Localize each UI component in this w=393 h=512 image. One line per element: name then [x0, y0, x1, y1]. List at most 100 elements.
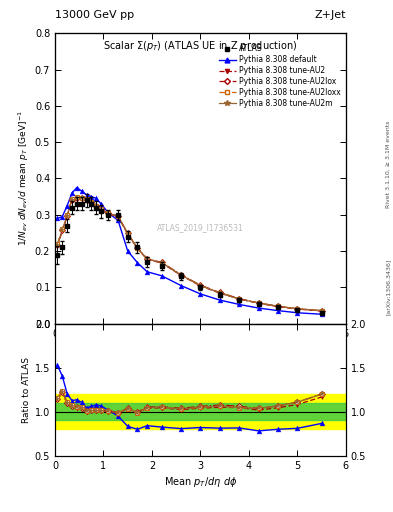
Pythia 8.308 default	[84, 191, 89, 198]
Pythia 8.308 tune-AU2m	[60, 227, 64, 233]
Pythia 8.308 default	[295, 310, 300, 316]
Pythia 8.308 default	[75, 184, 79, 190]
Pythia 8.308 tune-AU2lox	[198, 282, 203, 288]
Pythia 8.308 tune-AU2lox	[99, 206, 103, 212]
X-axis label: Mean $p_{T}/d\eta\ d\phi$: Mean $p_{T}/d\eta\ d\phi$	[164, 475, 237, 489]
Pythia 8.308 tune-AU2	[237, 296, 242, 302]
Y-axis label: Ratio to ATLAS: Ratio to ATLAS	[22, 357, 31, 423]
Pythia 8.308 tune-AU2loxx	[60, 226, 64, 232]
Pythia 8.308 tune-AU2m	[116, 213, 120, 219]
Pythia 8.308 default	[198, 291, 203, 297]
Pythia 8.308 tune-AU2loxx	[116, 213, 120, 219]
Pythia 8.308 default	[275, 308, 280, 314]
Pythia 8.308 tune-AU2lox	[106, 210, 111, 217]
Pythia 8.308 tune-AU2lox	[55, 242, 60, 248]
Pythia 8.308 tune-AU2	[179, 272, 184, 279]
Pythia 8.308 default	[116, 217, 120, 223]
Pythia 8.308 tune-AU2m	[84, 197, 89, 203]
Pythia 8.308 tune-AU2	[84, 197, 89, 203]
Pythia 8.308 tune-AU2loxx	[217, 290, 222, 296]
Pythia 8.308 tune-AU2loxx	[55, 241, 60, 247]
Line: Pythia 8.308 tune-AU2: Pythia 8.308 tune-AU2	[55, 197, 324, 313]
Legend: ATLAS, Pythia 8.308 default, Pythia 8.308 tune-AU2, Pythia 8.308 tune-AU2lox, Py: ATLAS, Pythia 8.308 default, Pythia 8.30…	[217, 43, 342, 110]
Pythia 8.308 tune-AU2loxx	[275, 303, 280, 309]
Pythia 8.308 default	[135, 260, 140, 266]
Y-axis label: $1/N_{ev}\ dN_{ev}/d$ mean $p_{T}$ [GeV]$^{-1}$: $1/N_{ev}\ dN_{ev}/d$ mean $p_{T}$ [GeV]…	[16, 111, 31, 246]
Pythia 8.308 tune-AU2loxx	[198, 283, 203, 289]
Pythia 8.308 default	[89, 194, 94, 200]
Text: 13000 GeV pp: 13000 GeV pp	[55, 10, 134, 20]
Pythia 8.308 tune-AU2	[198, 283, 203, 289]
Pythia 8.308 tune-AU2lox	[116, 213, 120, 219]
Pythia 8.308 tune-AU2lox	[145, 255, 149, 262]
Pythia 8.308 tune-AU2	[135, 245, 140, 251]
Pythia 8.308 tune-AU2	[125, 231, 130, 237]
Pythia 8.308 tune-AU2	[79, 196, 84, 202]
Pythia 8.308 tune-AU2m	[237, 296, 242, 302]
Pythia 8.308 tune-AU2	[75, 196, 79, 202]
Pythia 8.308 tune-AU2m	[256, 300, 261, 306]
Pythia 8.308 tune-AU2m	[55, 242, 60, 248]
Pythia 8.308 tune-AU2m	[79, 196, 84, 202]
Text: ATLAS_2019_I1736531: ATLAS_2019_I1736531	[157, 223, 244, 232]
Pythia 8.308 default	[179, 283, 184, 289]
Pythia 8.308 tune-AU2	[94, 203, 99, 209]
Pythia 8.308 tune-AU2	[116, 214, 120, 220]
Pythia 8.308 tune-AU2loxx	[65, 211, 70, 218]
Pythia 8.308 tune-AU2loxx	[84, 196, 89, 202]
Pythia 8.308 tune-AU2m	[159, 260, 164, 266]
Pythia 8.308 default	[106, 210, 111, 216]
Pythia 8.308 tune-AU2loxx	[159, 260, 164, 266]
Pythia 8.308 tune-AU2lox	[65, 213, 70, 219]
Pythia 8.308 tune-AU2lox	[159, 259, 164, 265]
Pythia 8.308 tune-AU2lox	[125, 230, 130, 237]
Pythia 8.308 tune-AU2m	[217, 290, 222, 296]
Pythia 8.308 tune-AU2lox	[94, 203, 99, 209]
Pythia 8.308 tune-AU2	[65, 214, 70, 220]
Pythia 8.308 tune-AU2m	[198, 283, 203, 289]
Pythia 8.308 tune-AU2loxx	[145, 256, 149, 262]
Pythia 8.308 tune-AU2loxx	[89, 199, 94, 205]
Pythia 8.308 tune-AU2	[106, 211, 111, 217]
Pythia 8.308 tune-AU2	[217, 290, 222, 296]
Pythia 8.308 tune-AU2m	[135, 245, 140, 251]
Pythia 8.308 default	[94, 196, 99, 202]
Pythia 8.308 tune-AU2loxx	[94, 203, 99, 209]
Pythia 8.308 tune-AU2lox	[70, 197, 74, 203]
Pythia 8.308 default	[145, 269, 149, 275]
Pythia 8.308 tune-AU2lox	[89, 199, 94, 205]
Pythia 8.308 tune-AU2m	[179, 272, 184, 278]
Pythia 8.308 tune-AU2loxx	[79, 195, 84, 201]
Pythia 8.308 default	[319, 311, 324, 317]
Pythia 8.308 tune-AU2	[256, 300, 261, 306]
Text: Rivet 3.1.10, ≥ 3.1M events: Rivet 3.1.10, ≥ 3.1M events	[386, 120, 391, 207]
Pythia 8.308 default	[217, 297, 222, 303]
Pythia 8.308 tune-AU2	[145, 257, 149, 263]
Pythia 8.308 tune-AU2lox	[84, 197, 89, 203]
Pythia 8.308 tune-AU2loxx	[75, 194, 79, 200]
Pythia 8.308 tune-AU2	[89, 200, 94, 206]
Pythia 8.308 tune-AU2lox	[75, 195, 79, 201]
Pythia 8.308 tune-AU2lox	[135, 245, 140, 251]
Pythia 8.308 tune-AU2	[295, 306, 300, 312]
Pythia 8.308 tune-AU2lox	[275, 303, 280, 309]
Pythia 8.308 tune-AU2loxx	[295, 306, 300, 312]
Pythia 8.308 default	[159, 273, 164, 279]
Pythia 8.308 default	[55, 216, 60, 222]
Pythia 8.308 tune-AU2loxx	[135, 245, 140, 251]
Pythia 8.308 tune-AU2m	[75, 195, 79, 201]
Text: Scalar $\Sigma(p_T)$ (ATLAS UE in Z production): Scalar $\Sigma(p_T)$ (ATLAS UE in Z prod…	[103, 39, 298, 53]
Pythia 8.308 tune-AU2m	[319, 308, 324, 314]
Pythia 8.308 default	[79, 188, 84, 194]
Pythia 8.308 tune-AU2m	[94, 203, 99, 209]
Pythia 8.308 tune-AU2loxx	[106, 210, 111, 217]
Pythia 8.308 tune-AU2loxx	[99, 206, 103, 212]
Pythia 8.308 default	[65, 203, 70, 209]
Pythia 8.308 default	[125, 248, 130, 254]
Pythia 8.308 tune-AU2m	[295, 306, 300, 312]
Pythia 8.308 tune-AU2loxx	[70, 196, 74, 202]
Pythia 8.308 tune-AU2m	[106, 210, 111, 217]
Pythia 8.308 tune-AU2m	[89, 199, 94, 205]
Pythia 8.308 tune-AU2loxx	[319, 308, 324, 314]
Pythia 8.308 tune-AU2loxx	[237, 296, 242, 302]
